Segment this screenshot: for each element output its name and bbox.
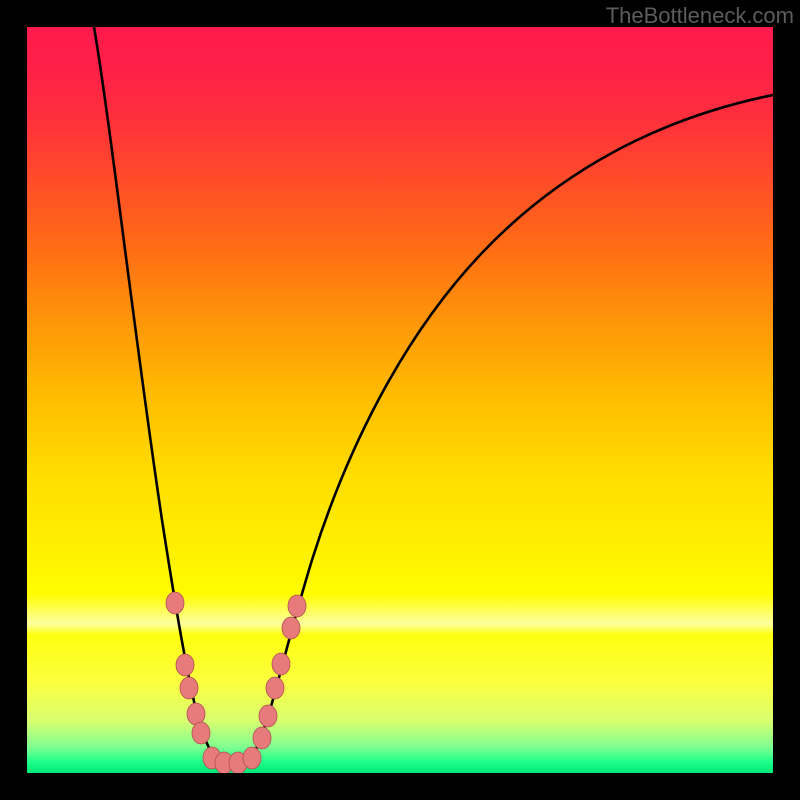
- curve-left: [94, 27, 217, 760]
- chart-frame: TheBottleneck.com: [0, 0, 800, 800]
- curves-group: [94, 27, 773, 760]
- marker-point: [192, 722, 210, 744]
- watermark-text: TheBottleneck.com: [606, 3, 794, 29]
- marker-point: [176, 654, 194, 676]
- marker-point: [282, 617, 300, 639]
- marker-point: [272, 653, 290, 675]
- marker-point: [288, 595, 306, 617]
- marker-point: [166, 592, 184, 614]
- marker-point: [253, 727, 271, 749]
- curve-right: [250, 95, 773, 760]
- marker-point: [180, 677, 198, 699]
- marker-point: [243, 747, 261, 769]
- markers-group: [166, 592, 306, 773]
- curves-layer: [27, 27, 773, 773]
- marker-point: [266, 677, 284, 699]
- chart-plot-area: [27, 27, 773, 773]
- marker-point: [259, 705, 277, 727]
